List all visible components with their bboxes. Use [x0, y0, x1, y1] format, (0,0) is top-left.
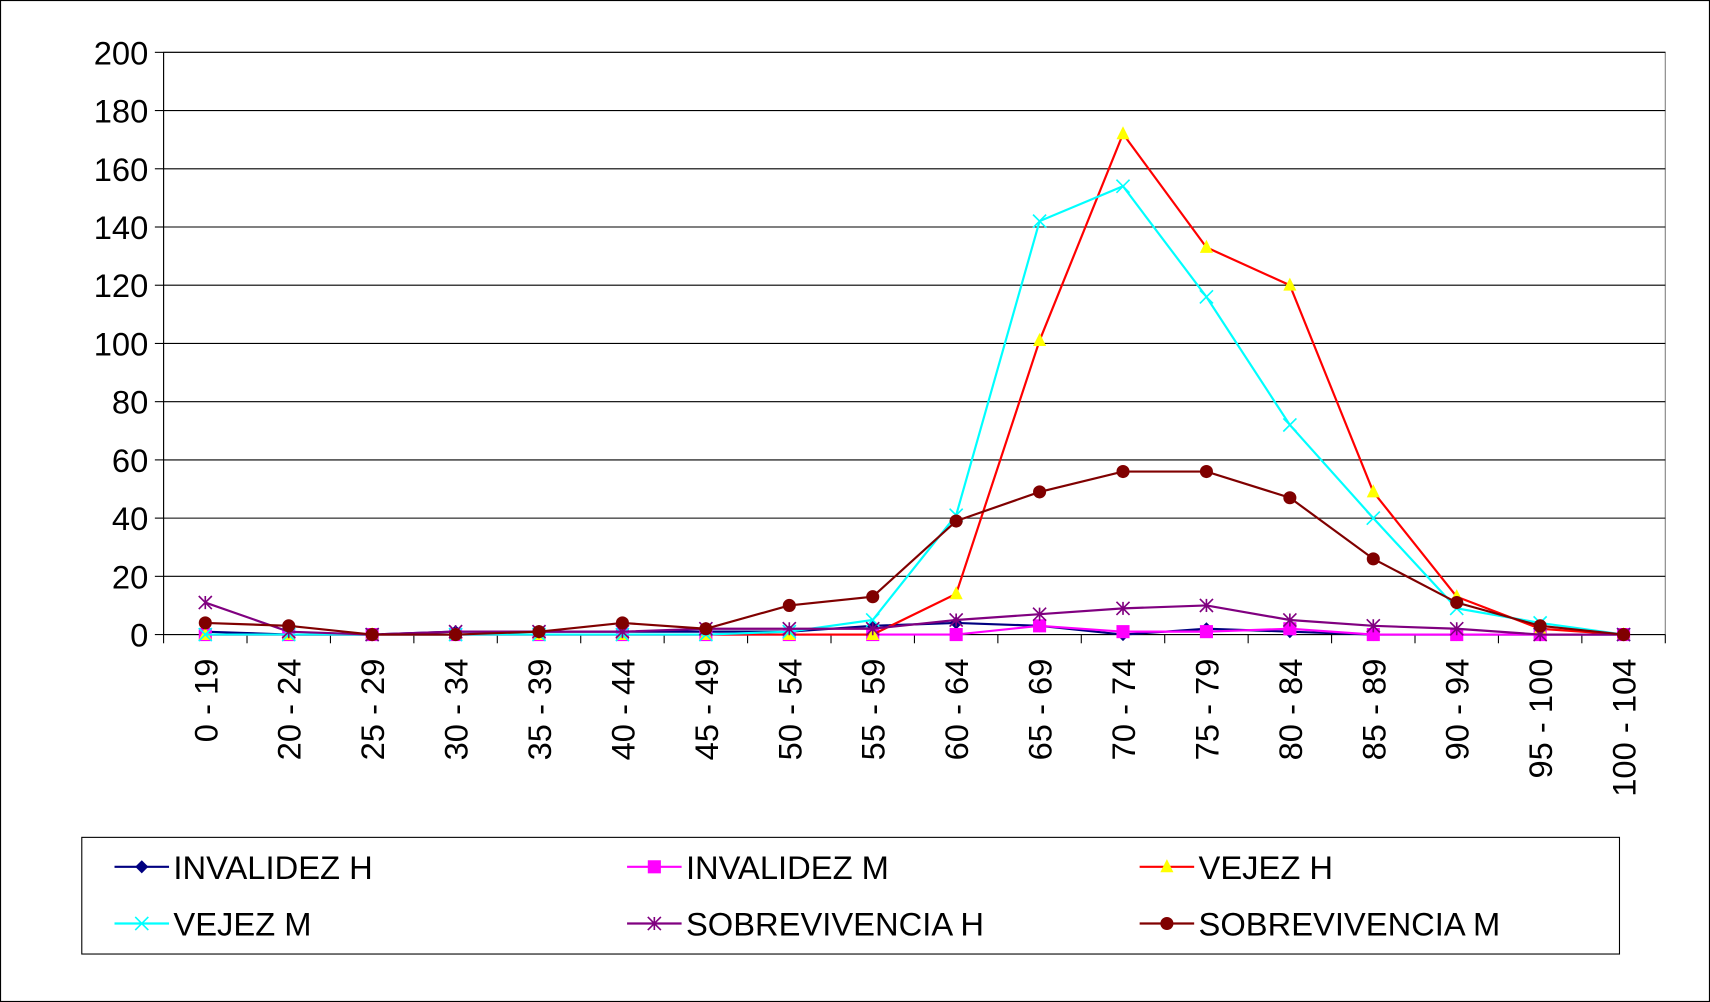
marker	[866, 590, 880, 604]
y-tick-label: 60	[112, 442, 148, 479]
marker	[198, 595, 213, 610]
marker	[1160, 916, 1174, 931]
marker	[1116, 126, 1130, 140]
legend-label: SOBREVIVENCIA M	[1199, 905, 1501, 942]
x-tick-label: 95 - 100	[1522, 659, 1559, 779]
x-tick-label: 45 - 49	[688, 659, 725, 761]
marker	[949, 514, 963, 528]
marker	[782, 621, 797, 636]
x-tick-label: 30 - 34	[438, 659, 475, 761]
marker	[1283, 622, 1297, 636]
marker	[1533, 619, 1547, 633]
marker	[1199, 464, 1213, 479]
x-tick-label: 0 - 19	[187, 659, 224, 743]
x-tick-label: 90 - 94	[1439, 659, 1476, 761]
y-tick-label: 160	[94, 151, 149, 188]
marker	[449, 628, 463, 642]
x-tick-label: 55 - 59	[855, 659, 892, 761]
marker	[1199, 289, 1214, 304]
x-tick-label: 35 - 39	[521, 659, 558, 761]
marker	[647, 916, 662, 931]
marker	[1366, 484, 1380, 498]
marker	[1450, 595, 1464, 610]
marker	[282, 619, 296, 633]
marker	[1283, 491, 1297, 505]
marker	[949, 628, 963, 642]
marker	[1033, 619, 1047, 633]
x-tick-label: 80 - 84	[1272, 659, 1309, 761]
marker	[1617, 628, 1631, 642]
marker	[949, 586, 963, 600]
legend-label: SOBREVIVENCIA H	[686, 905, 984, 942]
y-tick-label: 140	[94, 209, 149, 246]
marker	[1032, 214, 1047, 229]
marker	[198, 627, 213, 642]
y-tick-label: 20	[112, 558, 148, 595]
marker	[1366, 628, 1380, 642]
x-tick-label: 65 - 69	[1022, 659, 1059, 761]
marker	[135, 860, 149, 874]
marker	[532, 625, 546, 639]
marker	[1116, 625, 1130, 639]
x-tick-label: 25 - 29	[354, 659, 391, 761]
legend-label: INVALIDEZ M	[686, 849, 889, 886]
marker	[1199, 239, 1213, 253]
marker	[1199, 625, 1213, 639]
marker	[1033, 332, 1047, 346]
x-tick-label: 40 - 44	[604, 659, 641, 761]
marker	[647, 860, 661, 874]
x-tick-label: 20 - 24	[271, 659, 308, 761]
marker	[1115, 601, 1131, 616]
marker	[1283, 277, 1297, 291]
marker	[1160, 859, 1174, 873]
legend-label: INVALIDEZ H	[173, 849, 372, 886]
x-tick-label: 100 - 104	[1606, 659, 1643, 797]
marker	[1366, 552, 1380, 566]
marker	[615, 616, 629, 630]
marker	[1032, 607, 1047, 622]
legend-label: VEJEZ H	[1199, 849, 1333, 886]
y-tick-label: 200	[94, 34, 149, 71]
marker	[1199, 598, 1214, 613]
marker	[1282, 612, 1297, 628]
marker	[949, 612, 964, 628]
x-tick-label: 70 - 74	[1105, 659, 1142, 761]
legend-label: VEJEZ M	[173, 905, 311, 942]
x-tick-label: 60 - 64	[938, 659, 975, 761]
y-tick-label: 180	[94, 93, 149, 130]
y-tick-label: 100	[94, 325, 149, 362]
marker	[1366, 510, 1381, 526]
marker	[1282, 417, 1297, 433]
marker	[1449, 621, 1464, 636]
y-tick-label: 80	[112, 384, 148, 421]
y-tick-label: 0	[130, 617, 148, 654]
marker	[699, 622, 713, 636]
x-tick-label: 85 - 89	[1355, 659, 1392, 761]
marker	[865, 621, 880, 636]
marker	[365, 628, 379, 642]
x-tick-label: 50 - 54	[771, 659, 808, 761]
series-line	[205, 470, 1624, 636]
legend-box	[81, 836, 1621, 955]
y-tick-label: 40	[112, 500, 148, 537]
marker	[1366, 618, 1381, 633]
series-line	[204, 601, 1624, 636]
marker	[1116, 464, 1130, 479]
y-tick-label: 120	[94, 267, 149, 304]
marker	[782, 598, 796, 612]
x-tick-label: 75 - 79	[1188, 659, 1225, 761]
marker	[1115, 179, 1131, 194]
marker	[198, 616, 212, 630]
marker	[1033, 485, 1047, 499]
marker	[134, 916, 149, 931]
